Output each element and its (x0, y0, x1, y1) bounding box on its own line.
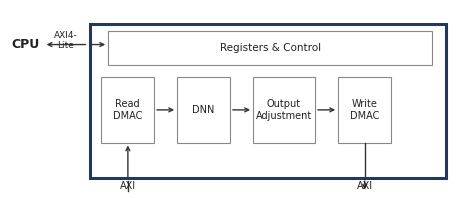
Bar (252, 77, 314, 143)
Text: Output
Adjustment: Output Adjustment (255, 99, 312, 121)
Bar (108, 31, 431, 65)
Bar (90, 24, 445, 178)
Text: Registers & Control: Registers & Control (219, 43, 320, 53)
Text: AXI: AXI (119, 181, 136, 191)
Text: AXI: AXI (356, 181, 372, 191)
Text: CPU: CPU (11, 38, 39, 51)
Text: DNN: DNN (192, 105, 214, 115)
Text: AXI4-
Lite: AXI4- Lite (54, 31, 78, 50)
Text: Write
DMAC: Write DMAC (349, 99, 378, 121)
Text: Read
DMAC: Read DMAC (113, 99, 142, 121)
Bar (101, 77, 154, 143)
Bar (337, 77, 390, 143)
Bar (177, 77, 230, 143)
